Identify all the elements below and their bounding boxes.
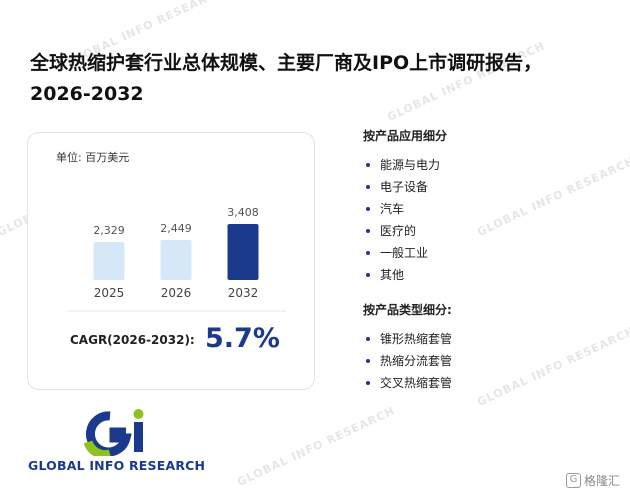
application-item: 医疗的: [363, 220, 623, 242]
data-label-2026: 2,449: [160, 222, 192, 235]
corner-brand: G 格隆汇: [565, 472, 620, 489]
x-tick-2026: 2026: [161, 286, 192, 300]
corner-brand-text: 格隆汇: [583, 474, 620, 488]
application-item: 汽车: [363, 198, 623, 220]
data-label-2032: 3,408: [227, 206, 259, 219]
type-item: 锥形热缩套管: [363, 328, 623, 350]
page-title: 全球热缩护套行业总体规模、主要厂商及IPO上市调研报告，2026-2032: [30, 52, 543, 105]
cagr-value: 5.7%: [205, 323, 280, 354]
type-item: 热缩分流套管: [363, 350, 623, 372]
bar-2025: [93, 242, 125, 280]
x-tick-2032: 2032: [228, 286, 259, 300]
logo-text: GLOBAL INFO RESEARCH: [28, 458, 206, 473]
market-size-card: 2,329 2025 2,449 2026 3,408 2032 单位: 百万美元 CAG…: [27, 132, 315, 390]
cagr-label: CAGR(2026-2032):: [70, 333, 195, 347]
company-logo: GLOBAL INFO RESEARCH: [28, 408, 208, 478]
bar-chart: 2,329 2025 2,449 2026 3,408 2032: [68, 206, 286, 312]
watermark: GLOBAL INFO RESEARCH: [235, 404, 398, 489]
application-item: 能源与电力: [363, 154, 623, 176]
bar-2026: [160, 240, 192, 280]
type-section-title: 按产品类型细分:: [363, 303, 452, 317]
application-section-title: 按产品应用细分: [363, 129, 448, 143]
data-label-2025: 2,329: [93, 224, 125, 237]
unit-label: 单位: 百万美元: [56, 151, 130, 164]
application-item: 一般工业: [363, 242, 623, 264]
gelonghui-icon: G: [565, 473, 581, 488]
x-tick-2025: 2025: [94, 286, 125, 300]
type-item: 交叉热缩套管: [363, 372, 623, 394]
type-list: 锥形热缩套管 热缩分流套管 交叉热缩套管: [363, 328, 623, 394]
application-item: 电子设备: [363, 176, 623, 198]
segments-panel: 按产品应用细分 能源与电力 电子设备 汽车 医疗的 一般工业 其他 按产品类型细分: 锥形…: [363, 126, 623, 394]
bar-2032: [227, 224, 259, 280]
gi-logo-icon: [83, 409, 144, 456]
application-list: 能源与电力 电子设备 汽车 医疗的 一般工业 其他: [363, 154, 623, 286]
application-item: 其他: [363, 264, 623, 286]
